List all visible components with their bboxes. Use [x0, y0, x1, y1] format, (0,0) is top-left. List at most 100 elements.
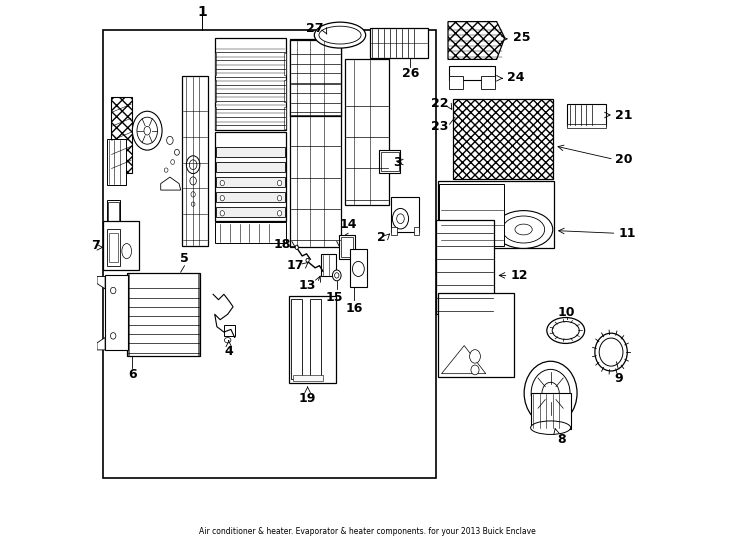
Bar [288, 296, 336, 383]
Ellipse shape [111, 333, 116, 339]
Bar [284, 53, 286, 75]
Ellipse shape [132, 111, 162, 150]
Bar [284, 107, 286, 129]
Text: 9: 9 [614, 372, 623, 384]
Ellipse shape [295, 245, 299, 249]
Bar [310, 299, 321, 379]
Bar [414, 227, 419, 235]
Ellipse shape [552, 321, 579, 339]
Ellipse shape [220, 180, 225, 186]
Polygon shape [442, 346, 486, 374]
Ellipse shape [542, 382, 559, 404]
Ellipse shape [171, 159, 175, 164]
Ellipse shape [220, 195, 225, 201]
Text: 24: 24 [507, 71, 525, 84]
Bar [105, 275, 128, 350]
Polygon shape [97, 338, 105, 350]
Ellipse shape [595, 333, 628, 371]
Polygon shape [454, 104, 465, 118]
Ellipse shape [122, 244, 131, 259]
Ellipse shape [314, 22, 366, 48]
Text: 16: 16 [346, 302, 363, 315]
Bar [215, 222, 286, 243]
Ellipse shape [220, 211, 225, 216]
Ellipse shape [524, 361, 577, 425]
Ellipse shape [111, 287, 116, 294]
Text: 8: 8 [557, 433, 566, 446]
Ellipse shape [531, 421, 570, 434]
Ellipse shape [277, 180, 282, 186]
Ellipse shape [144, 126, 150, 135]
Text: 1: 1 [197, 5, 207, 19]
Bar [454, 99, 553, 179]
Ellipse shape [192, 202, 195, 206]
Bar [103, 30, 435, 478]
Bar [106, 200, 120, 230]
Bar [128, 274, 129, 355]
Bar [436, 220, 495, 314]
Bar [215, 132, 286, 221]
Text: 15: 15 [326, 291, 344, 303]
Bar [216, 147, 285, 157]
Bar [106, 229, 120, 266]
Bar [108, 202, 119, 228]
Ellipse shape [393, 208, 409, 229]
Text: 13: 13 [299, 279, 316, 292]
Ellipse shape [167, 136, 173, 145]
Bar [291, 299, 302, 379]
Bar [290, 39, 341, 247]
Bar [216, 192, 285, 202]
Ellipse shape [515, 224, 532, 235]
Text: 18: 18 [274, 238, 291, 251]
Bar [346, 59, 388, 205]
Bar [106, 139, 126, 185]
Text: 4: 4 [225, 345, 233, 357]
Text: 26: 26 [401, 67, 419, 80]
Bar [215, 80, 217, 102]
Bar [531, 393, 570, 429]
Bar [380, 152, 399, 171]
Text: 6: 6 [128, 368, 137, 381]
Bar [440, 184, 504, 246]
Ellipse shape [319, 26, 361, 44]
Bar [103, 221, 139, 270]
Ellipse shape [333, 270, 341, 281]
Text: 19: 19 [299, 392, 316, 404]
Ellipse shape [189, 160, 197, 170]
Bar [567, 124, 606, 128]
Text: 17: 17 [287, 259, 305, 272]
Bar [216, 162, 285, 172]
Ellipse shape [277, 195, 282, 201]
Text: 11: 11 [618, 227, 636, 240]
Bar [224, 325, 235, 336]
Ellipse shape [547, 318, 584, 343]
Bar [215, 38, 286, 130]
Text: 12: 12 [510, 269, 528, 282]
Bar [216, 177, 285, 187]
Bar [391, 227, 396, 235]
Bar [341, 237, 353, 257]
Text: 5: 5 [180, 252, 189, 265]
Ellipse shape [470, 350, 480, 363]
Bar [284, 80, 286, 102]
Bar [391, 197, 419, 232]
Text: 21: 21 [615, 109, 633, 122]
Ellipse shape [599, 338, 623, 366]
Bar [370, 28, 428, 58]
Ellipse shape [352, 261, 364, 276]
Polygon shape [111, 97, 132, 173]
Bar [109, 233, 117, 262]
Text: 2: 2 [377, 231, 386, 244]
Bar [127, 273, 200, 356]
Text: 14: 14 [339, 218, 357, 231]
Bar [482, 76, 495, 89]
Ellipse shape [503, 216, 545, 243]
Bar [567, 104, 606, 126]
Text: Air conditioner & heater. Evaporator & heater components. for your 2013 Buick En: Air conditioner & heater. Evaporator & h… [199, 528, 535, 536]
Ellipse shape [277, 211, 282, 216]
Bar [290, 40, 341, 116]
Text: 10: 10 [558, 306, 575, 319]
Text: 7: 7 [91, 239, 100, 252]
Bar [216, 207, 285, 217]
Bar [293, 375, 323, 381]
